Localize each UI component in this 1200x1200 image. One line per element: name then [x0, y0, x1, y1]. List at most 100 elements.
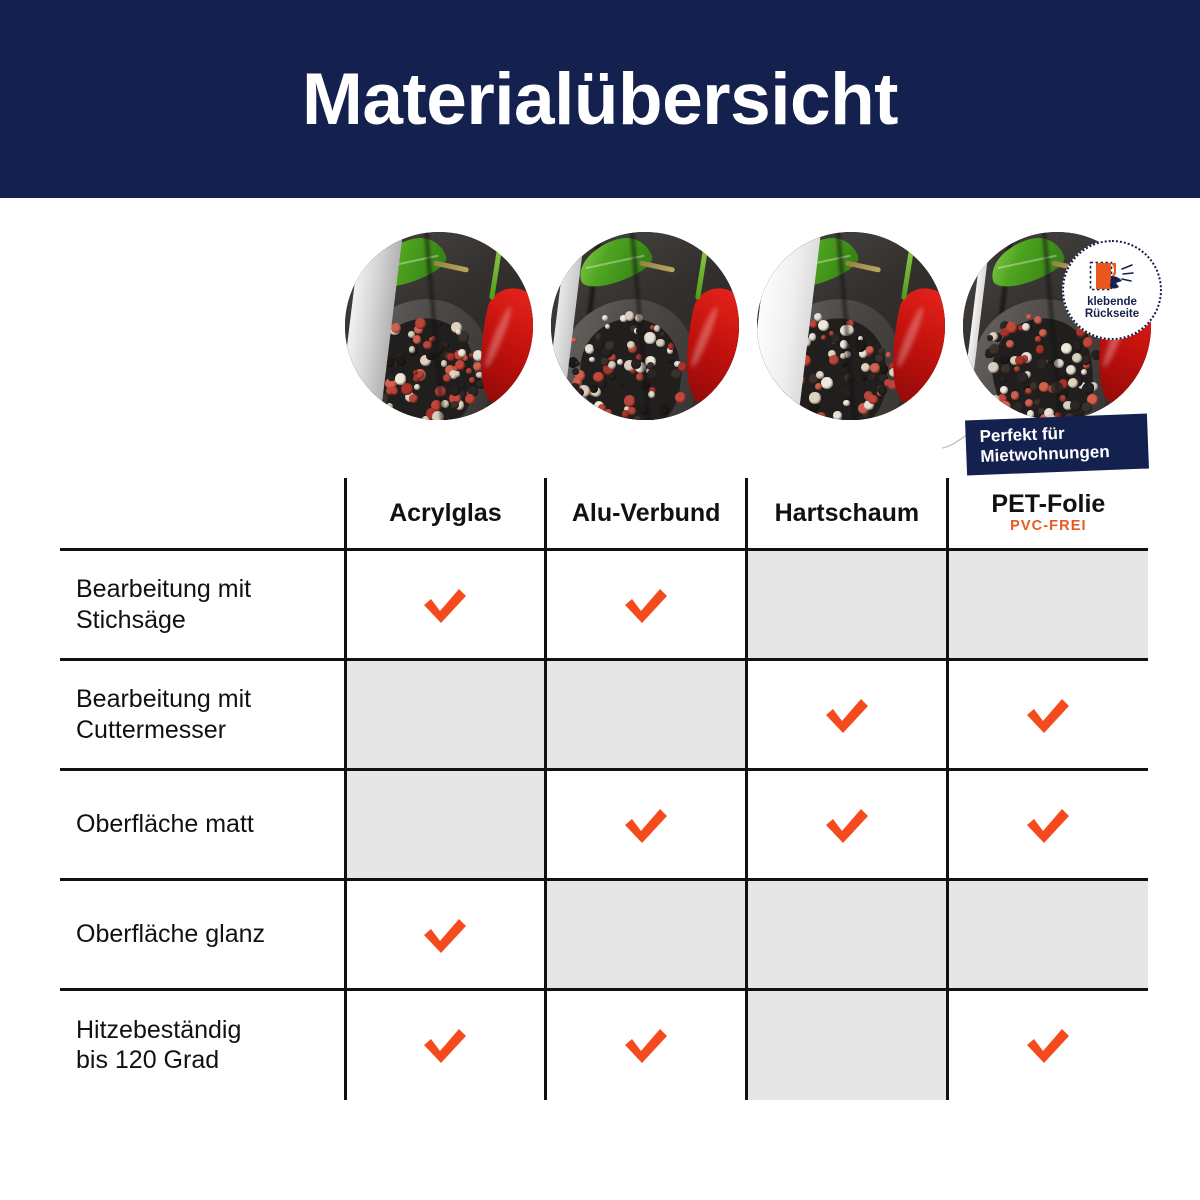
peppercorn [1018, 325, 1024, 331]
peppercorn [1072, 341, 1083, 352]
peppercorn [412, 335, 422, 344]
peppercorn [1051, 382, 1063, 394]
table-row: Oberfläche matt [60, 768, 1148, 880]
peppercorn [1043, 407, 1055, 419]
peppercorn [831, 333, 842, 344]
peppercorn [457, 348, 467, 358]
column-header-alu-verbund: Alu-Verbund [544, 478, 747, 550]
peppercorn [862, 410, 870, 419]
peppercorn [1082, 382, 1094, 395]
peppercorn [589, 356, 595, 363]
peppercorn [1081, 355, 1091, 366]
peppercorn [402, 415, 411, 420]
peppercorn [469, 352, 475, 359]
cell-acrylglas-glanz [343, 878, 546, 990]
peppercorn [1057, 378, 1068, 390]
check-mark-icon [424, 588, 467, 623]
peppercorn [820, 334, 827, 341]
check-mark-icon [1027, 1029, 1070, 1064]
peppercorn [874, 354, 884, 364]
peppercorn [839, 340, 849, 349]
peppercorn [1025, 314, 1033, 321]
peppercorn [649, 324, 656, 331]
peppercorn [624, 311, 635, 321]
peppercorn [648, 387, 656, 394]
peppercorn [635, 354, 643, 361]
check-mark-icon [825, 808, 868, 843]
peppercorn [997, 394, 1008, 405]
cell-hartschaum-cuttermesser [745, 658, 948, 770]
peppercorn [593, 340, 604, 351]
peppercorn [384, 412, 397, 420]
row-label: Oberfläche matt [76, 810, 254, 839]
peppercorn [1026, 409, 1035, 418]
peppercorn [843, 399, 850, 407]
peppercorn [604, 408, 612, 417]
peppercorn [395, 373, 407, 385]
peppercorn [1067, 371, 1076, 380]
peppercorn [1061, 343, 1073, 355]
peppercorn [604, 323, 610, 329]
peppercorn [466, 367, 473, 374]
leaf-vein [997, 254, 1057, 270]
peppercorn [602, 315, 609, 322]
check-mark-icon [1027, 808, 1070, 843]
chili-highlight [482, 305, 516, 370]
peppercorn [577, 406, 588, 416]
peppercorn [1056, 388, 1069, 400]
peppercorn [667, 343, 675, 350]
thumbnail-acrylglas[interactable] [345, 232, 533, 420]
peppercorn [394, 355, 406, 367]
peppercorn [432, 411, 444, 420]
peppercorn [808, 333, 817, 341]
peppercorn [571, 382, 579, 391]
peppercorn [600, 357, 610, 366]
peppercorn [809, 412, 815, 418]
ribbon-label: Perfekt für Mietwohnungen [979, 423, 1111, 466]
peppercorn [1033, 316, 1042, 324]
peppercorn [814, 382, 823, 391]
peppercorn [408, 346, 416, 353]
peppercorn [440, 360, 448, 368]
leaf-stem [845, 260, 882, 273]
cell-pet-folie-cuttermesser [945, 658, 1148, 770]
peppercorn [442, 342, 449, 349]
check-mark-icon [1027, 698, 1070, 733]
peppercorn-cluster [978, 311, 1102, 420]
peppercorn [407, 331, 415, 339]
peppercorn [1021, 322, 1031, 332]
peppercorn [387, 374, 395, 382]
peppercorn [449, 393, 461, 405]
thumbnail-strip [345, 232, 1151, 422]
thumbnail-alu-verbund[interactable] [551, 232, 739, 420]
peppercorn [390, 387, 399, 395]
peppercorn [414, 317, 426, 330]
peppercorn [1010, 391, 1020, 400]
peppercorn [1038, 328, 1048, 337]
row-label: Oberfläche glanz [76, 920, 266, 949]
peppercorn [854, 335, 860, 341]
peppercorn [842, 388, 853, 399]
peppercorn [1000, 355, 1009, 364]
peppercorn [1039, 382, 1049, 392]
peppercorn [646, 361, 655, 370]
cell-pet-folie-matt [945, 768, 1148, 880]
table-header-row: Acrylglas Alu-Verbund Hartschaum [60, 478, 1148, 550]
peppercorn [1009, 355, 1019, 365]
peppercorn [1069, 399, 1081, 412]
peppercorn [454, 371, 461, 377]
peppercorn [468, 376, 475, 383]
peppercorn [870, 363, 881, 374]
peppercorn [858, 336, 864, 342]
peppercorn [623, 359, 635, 371]
peppercorn [808, 401, 819, 412]
peppercorn [857, 402, 869, 414]
peppercorn [451, 400, 460, 409]
peppercorn [584, 343, 595, 354]
peppercorn [449, 385, 460, 396]
peppercorn [472, 350, 484, 361]
thumbnail-hartschaum[interactable] [757, 232, 945, 420]
page-title: Materialübersicht [302, 58, 898, 140]
peppercorn [846, 319, 854, 328]
